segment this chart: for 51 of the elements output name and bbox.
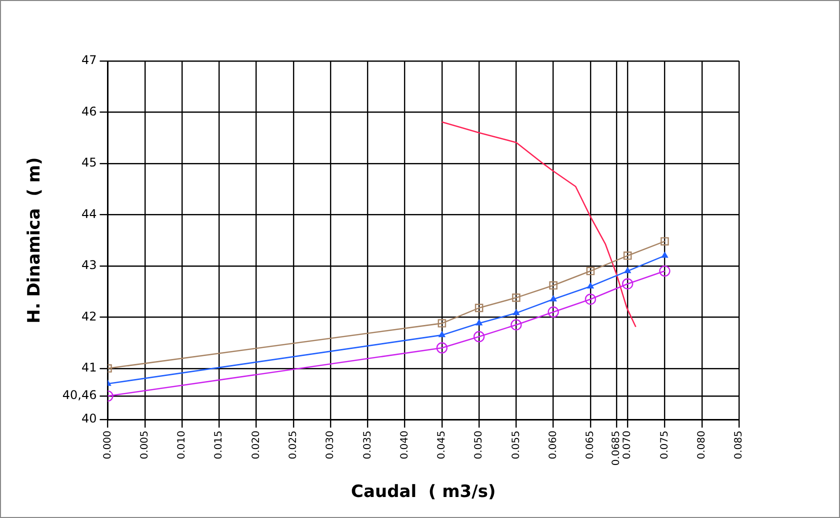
y-tick-label: 43 xyxy=(81,258,97,272)
x-tick-label: 0.000 xyxy=(102,430,114,460)
point xyxy=(438,331,446,338)
x-tick-label: 0.045 xyxy=(436,430,448,460)
x-tick-label: 0.055 xyxy=(510,430,522,460)
y-tick-label: 42 xyxy=(81,309,97,324)
point xyxy=(662,252,668,258)
point xyxy=(510,319,522,330)
x-tick-label: 0.005 xyxy=(139,430,150,460)
x-tick-label: 0.085 xyxy=(734,430,745,460)
point xyxy=(622,278,634,290)
y-tick-label: 47 xyxy=(81,53,97,68)
x-tick-label: 0.025 xyxy=(288,430,300,460)
point xyxy=(548,306,559,318)
point xyxy=(584,294,596,305)
x-axis-title: Caudal ( m3/s) xyxy=(351,482,496,502)
x-tick-label: 0.010 xyxy=(176,430,188,460)
point xyxy=(659,265,670,277)
x-tick-label: 0.0685 xyxy=(611,430,622,466)
x-tick-label: 0.040 xyxy=(399,430,410,460)
y-tick-label: 40,46 xyxy=(62,388,97,402)
x-tick-label: 0.065 xyxy=(585,430,596,460)
y-tick-label: 46 xyxy=(81,104,97,118)
y-tick-label: 45 xyxy=(81,156,97,170)
point xyxy=(474,304,484,312)
y-tick-label: 44 xyxy=(81,206,97,221)
x-tick-label: 0.070 xyxy=(622,430,634,460)
y-tick-label: 41 xyxy=(81,360,97,375)
point xyxy=(438,319,446,328)
y-tick-label: 40 xyxy=(81,412,97,426)
point xyxy=(473,331,485,342)
point xyxy=(623,252,632,260)
point xyxy=(660,237,669,246)
point xyxy=(624,267,631,274)
point xyxy=(586,266,595,276)
x-tick-label: 0.080 xyxy=(696,430,708,460)
point xyxy=(512,294,520,302)
x-tick-label: 0.050 xyxy=(474,430,485,460)
x-tick-label: 0.035 xyxy=(362,430,374,460)
point xyxy=(549,281,558,290)
point xyxy=(476,320,482,326)
x-tick-label: 0.075 xyxy=(659,430,670,460)
x-tick-label: 0.015 xyxy=(214,430,225,460)
x-tick-label: 0.060 xyxy=(548,430,559,460)
point xyxy=(513,309,520,316)
x-tick-label: 0.030 xyxy=(325,430,336,460)
x-tick-label: 0.020 xyxy=(250,430,262,460)
point xyxy=(587,282,594,289)
y-axis-title: H. Dinamica ( m) xyxy=(24,157,45,324)
point xyxy=(436,342,448,354)
point xyxy=(550,296,557,302)
